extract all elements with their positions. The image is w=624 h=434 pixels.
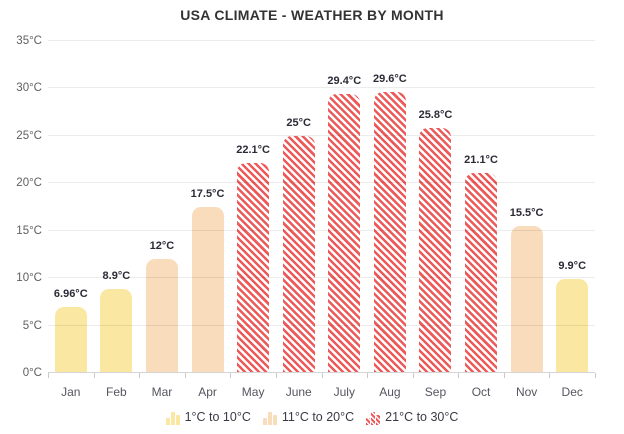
- x-axis-tick: [184, 373, 186, 378]
- x-axis-label-dec: Dec: [561, 385, 583, 399]
- x-axis-label-jan: Jan: [61, 385, 81, 399]
- legend-label: 11°C to 20°C: [281, 409, 355, 424]
- legend: 1°C to 10°C 11°C to 20°C 21°C to 30°C: [0, 406, 624, 428]
- x-axis-tick: [93, 373, 95, 378]
- x-axis-label-mar: Mar: [151, 385, 173, 399]
- x-axis-tick: [549, 373, 551, 378]
- bar-apr[interactable]: [191, 207, 224, 373]
- gridline: [48, 87, 595, 89]
- legend-label: 21°C to 30°C: [385, 409, 459, 424]
- y-axis-tick-label: 15°C: [16, 224, 42, 237]
- x-axis-label-apr: Apr: [198, 385, 217, 399]
- plot-area: 6.96°C 8.9°C 12°C 17.5°C 22.1°C 25°C 29.4°C 29.…: [48, 40, 595, 373]
- y-axis-tick-label: 10°C: [16, 272, 42, 285]
- gridline: [48, 182, 595, 184]
- bar-feb[interactable]: [100, 288, 133, 373]
- gridline: [48, 40, 595, 41]
- legend-label: 1°C to 10°C: [184, 409, 251, 424]
- bar-value-label: 12°C: [149, 240, 175, 253]
- legend-series-icon: [165, 411, 180, 425]
- legend-series-icon: [366, 411, 381, 425]
- bar-mar[interactable]: [145, 259, 178, 373]
- x-axis-tick: [458, 373, 460, 378]
- bar-dec[interactable]: [556, 279, 589, 373]
- bar-value-label: 17.5°C: [190, 188, 225, 200]
- bar-oct[interactable]: [465, 172, 498, 373]
- bar-value-label: 21.1°C: [464, 153, 498, 166]
- legend-item-3[interactable]: 21°C to 30°C: [366, 410, 458, 425]
- y-axis-tick-label: 25°C: [16, 129, 42, 142]
- gridline: [48, 277, 595, 279]
- bar-value-label: 29.4°C: [327, 75, 362, 88]
- legend-series-icon: [262, 411, 277, 425]
- x-axis-tick: [139, 373, 141, 378]
- x-axis-label-aug: Aug: [379, 385, 401, 399]
- y-axis-tick-label: 30°C: [16, 82, 42, 95]
- bar-value-label: 9.9°C: [558, 260, 587, 273]
- x-axis-line: [48, 372, 595, 373]
- legend-item-1[interactable]: 1°C to 10°C: [165, 409, 251, 425]
- x-axis-tick: [503, 373, 505, 378]
- x-axis-label-june: June: [285, 385, 312, 399]
- bar-value-label: 25.8°C: [418, 109, 453, 122]
- y-axis-tick-label: 20°C: [16, 177, 42, 190]
- bar-value-label: 6.96°C: [53, 287, 88, 300]
- y-axis-tick-label: 35°C: [16, 35, 42, 47]
- bar-aug[interactable]: [373, 92, 406, 373]
- bar-value-label: 22.1°C: [236, 144, 271, 157]
- chart-title: USA CLIMATE - WEATHER BY MONTH: [180, 7, 444, 23]
- bar-may[interactable]: [237, 163, 270, 373]
- x-axis-label-july: July: [333, 385, 355, 399]
- bar-july[interactable]: [328, 94, 361, 373]
- x-axis-tick: [321, 373, 323, 378]
- x-axis-label-may: May: [241, 385, 265, 399]
- x-axis-tick: [595, 373, 596, 378]
- x-axis-label-sep: Sep: [424, 385, 447, 399]
- x-axis-tick: [412, 373, 414, 378]
- gridline: [48, 134, 595, 136]
- bar-value-label: 8.9°C: [102, 269, 131, 282]
- y-axis-tick-label: 0°C: [22, 367, 42, 379]
- legend-item-2[interactable]: 11°C to 20°C: [262, 409, 355, 425]
- x-axis-tick: [48, 373, 49, 378]
- x-axis-label-feb: Feb: [106, 385, 127, 399]
- bar-nov[interactable]: [510, 225, 543, 373]
- bar-value-label: 25°C: [286, 116, 311, 129]
- bar-jan[interactable]: [54, 306, 87, 373]
- bar-june[interactable]: [282, 135, 315, 373]
- gridline: [48, 324, 595, 326]
- y-axis-tick-label: 5°C: [22, 319, 42, 332]
- bar-sep[interactable]: [419, 128, 452, 373]
- x-axis-tick: [230, 373, 232, 378]
- x-axis-tick: [367, 373, 369, 378]
- x-axis-tick: [275, 373, 277, 378]
- x-axis-label-nov: Nov: [515, 385, 538, 399]
- gridline: [48, 229, 595, 231]
- bar-value-label: 15.5°C: [509, 206, 544, 219]
- x-axis-label-oct: Oct: [471, 385, 491, 399]
- bar-value-label: 29.6°C: [372, 73, 407, 86]
